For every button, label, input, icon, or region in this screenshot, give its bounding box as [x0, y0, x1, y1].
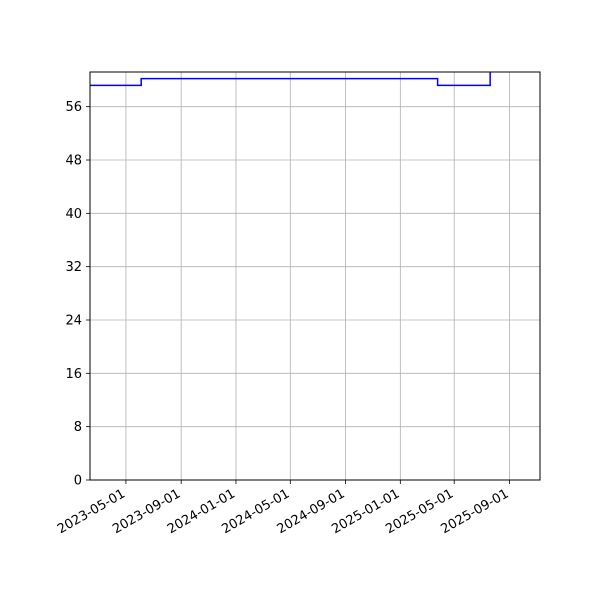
axes-frame [89, 71, 541, 481]
y-tick-label: 24 [65, 314, 82, 329]
y-tick-label: 56 [65, 100, 82, 115]
y-tick-label: 32 [65, 260, 82, 275]
y-tick-label: 40 [65, 207, 82, 222]
y-tick-label: 0 [74, 474, 82, 489]
y-tick-label: 8 [74, 420, 82, 435]
series-line [90, 72, 491, 87]
y-tick-label: 16 [65, 367, 82, 382]
y-tick-label: 48 [65, 154, 82, 169]
series-layer [90, 72, 491, 87]
